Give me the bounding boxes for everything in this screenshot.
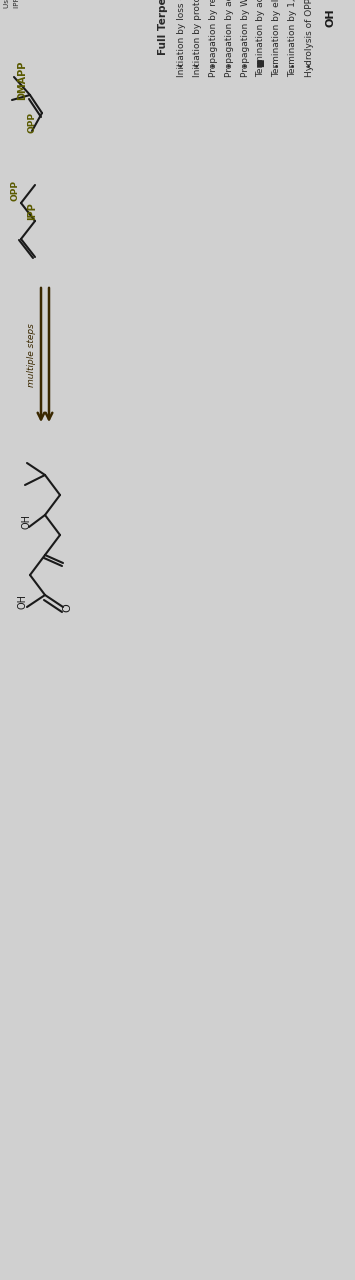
Text: DMAPP: DMAPP [17,60,27,100]
Text: •: • [273,61,282,67]
Text: •: • [208,61,218,67]
Text: Initiation by loss of OPP.: Initiation by loss of OPP. [176,0,186,77]
Text: •: • [192,61,202,67]
Text: Termination by elimination.: Termination by elimination. [273,0,282,77]
Text: •: • [176,61,186,67]
Text: Propagation by Wagner-Meerwein rearrangement.: Propagation by Wagner-Meerwein rearrange… [240,0,250,77]
Text: Using reactions chosen from the Full Terpene Biosynthesis Toolkit (shown below),: Using reactions chosen from the Full Ter… [4,0,10,8]
Text: OH: OH [325,9,335,27]
Text: Termination by addition of a nucleophile.: Termination by addition of a nucleophile… [257,0,266,77]
Text: Propagation by addition of an alkene..: Propagation by addition of an alkene.. [224,0,234,77]
Text: O: O [62,604,72,612]
Text: •: • [224,61,234,67]
Text: IPP to the terpene shown below.: IPP to the terpene shown below. [14,0,20,8]
Text: OH: OH [18,594,28,609]
Text: Termination by 1,3-deprotonation.: Termination by 1,3-deprotonation. [289,0,297,77]
Text: IPP: IPP [27,202,37,220]
Text: OPP: OPP [11,180,20,201]
Text: Initiation by protonation of an alkene.: Initiation by protonation of an alkene. [192,0,202,77]
Text: ■: ■ [257,59,266,67]
Text: Hydrolysis of OPP to an OH group.: Hydrolysis of OPP to an OH group. [305,0,313,77]
Text: •: • [289,61,297,67]
Text: multiple steps: multiple steps [27,323,36,387]
Text: Full Terpene Biosynthesis Toolkit:: Full Terpene Biosynthesis Toolkit: [158,0,168,55]
Text: •: • [240,61,250,67]
Text: OH: OH [22,515,32,529]
Text: Propagation by resonance.: Propagation by resonance. [208,0,218,77]
Text: •: • [305,61,313,67]
Text: OPP: OPP [27,111,37,133]
